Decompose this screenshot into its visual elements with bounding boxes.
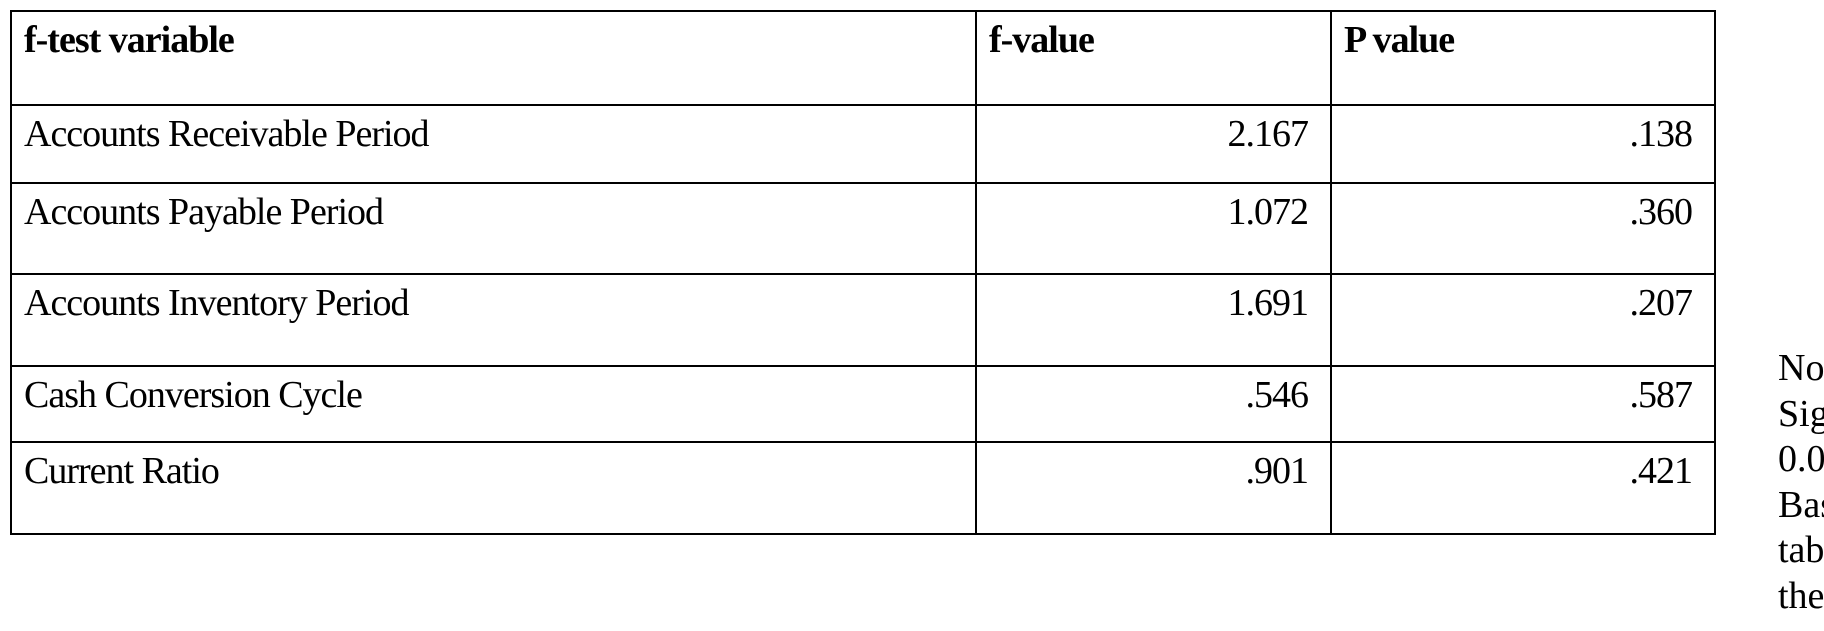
cell-variable: Accounts Payable Period	[10, 182, 977, 275]
cell-p-value: .360	[1330, 182, 1716, 275]
cell-f-value: .546	[975, 365, 1332, 443]
note-line: Note	[1778, 347, 1824, 389]
f-test-table: f-test variable f-value P value Accounts…	[10, 10, 1716, 535]
header-variable: f-test variable	[10, 10, 977, 106]
cell-p-value: .421	[1330, 441, 1716, 535]
table-row: Cash Conversion Cycle .546 .587	[10, 365, 1716, 443]
table-row: Accounts Inventory Period 1.691 .207	[10, 273, 1716, 367]
note-line: there	[1778, 574, 1824, 617]
header-f-value: f-value	[975, 10, 1332, 106]
cell-p-value: .587	[1330, 365, 1716, 443]
cell-f-value: .901	[975, 441, 1332, 535]
cell-f-value: 2.167	[975, 104, 1332, 184]
cell-p-value: .138	[1330, 104, 1716, 184]
table-row: Accounts Payable Period 1.072 .360	[10, 182, 1716, 275]
cell-variable: Cash Conversion Cycle	[10, 365, 977, 443]
table-row: Current Ratio .901 .421	[10, 441, 1716, 535]
cell-variable: Accounts Receivable Period	[10, 104, 977, 184]
table-note: Note Sign 0.05 Base table there	[1778, 346, 1824, 619]
cell-variable: Current Ratio	[10, 441, 977, 535]
cell-f-value: 1.072	[975, 182, 1332, 275]
cell-variable: Accounts Inventory Period	[10, 273, 977, 367]
note-line: Sign	[1778, 392, 1824, 435]
note-line: Base	[1778, 483, 1824, 526]
cell-p-value: .207	[1330, 273, 1716, 367]
table-row: Accounts Receivable Period 2.167 .138	[10, 104, 1716, 184]
header-row: f-test variable f-value P value	[10, 10, 1716, 106]
header-p-value: P value	[1330, 10, 1716, 106]
cell-f-value: 1.691	[975, 273, 1332, 367]
note-line: 0.05	[1778, 438, 1824, 480]
note-line: table	[1778, 529, 1824, 571]
